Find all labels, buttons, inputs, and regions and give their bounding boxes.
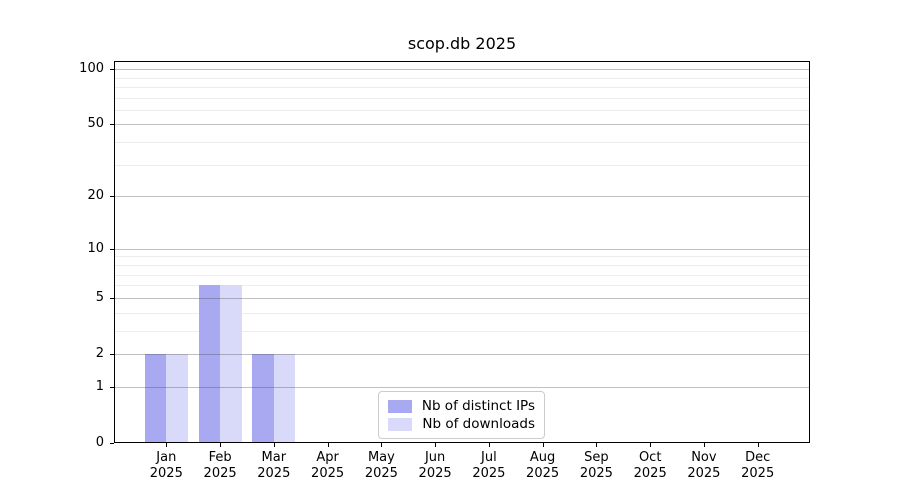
- x-tick: [435, 443, 437, 447]
- x-tick: [542, 443, 544, 447]
- legend-label-distinct-ips: Nb of distinct IPs: [421, 398, 535, 414]
- x-tick-label: Jan 2025: [149, 450, 183, 481]
- y-tick-label: 50: [87, 116, 104, 132]
- y-minor-gridline: [114, 164, 810, 166]
- legend-item-distinct-ips: Nb of distinct IPs: [388, 398, 535, 414]
- x-tick-label: Nov 2025: [687, 450, 721, 481]
- x-tick: [488, 443, 490, 447]
- x-tick: [220, 443, 222, 447]
- y-minor-gridline: [114, 330, 810, 332]
- y-tick-label: 0: [95, 435, 104, 450]
- x-tick: [757, 443, 759, 447]
- legend: Nb of distinct IPs Nb of downloads: [378, 391, 545, 439]
- legend-swatch-distinct-ips: [388, 399, 412, 413]
- y-major-gridline: [114, 124, 810, 126]
- x-tick-label: Dec 2025: [741, 450, 775, 481]
- y-major-gridline: [114, 386, 810, 388]
- x-tick-label: Jul 2025: [472, 450, 506, 481]
- x-tick: [166, 443, 168, 447]
- bar-distinct-ips-mar: [252, 354, 274, 443]
- y-major-gridline: [114, 69, 810, 70]
- x-tick-label: Aug 2025: [526, 450, 560, 481]
- y-tick: [110, 248, 114, 250]
- y-major-gridline: [114, 297, 810, 299]
- x-tick: [381, 443, 383, 447]
- y-minor-gridline: [114, 109, 810, 111]
- y-minor-gridline: [114, 142, 810, 144]
- chart-title: scop.db 2025: [407, 34, 517, 53]
- y-major-gridline: [114, 248, 810, 250]
- y-minor-gridline: [114, 77, 810, 79]
- x-tick: [327, 443, 329, 447]
- y-minor-gridline: [114, 264, 810, 266]
- x-tick-label: Apr 2025: [311, 450, 345, 481]
- y-minor-gridline: [114, 312, 810, 314]
- x-tick: [650, 443, 652, 447]
- bar-downloads-feb: [220, 285, 242, 443]
- x-tick: [596, 443, 598, 447]
- x-tick-label: Sep 2025: [579, 450, 613, 481]
- bar-downloads-jan: [166, 354, 188, 443]
- y-tick: [110, 124, 114, 126]
- y-tick-label: 2: [95, 346, 104, 361]
- y-tick-label: 1: [95, 378, 104, 394]
- y-minor-gridline: [114, 256, 810, 258]
- y-tick: [110, 196, 114, 198]
- y-major-gridline: [114, 196, 810, 198]
- y-tick-label: 5: [95, 289, 104, 305]
- bar-downloads-mar: [273, 354, 296, 443]
- bar-distinct-ips-feb: [198, 285, 221, 443]
- x-tick-label: Mar 2025: [257, 450, 291, 481]
- y-tick: [110, 443, 114, 444]
- x-tick-label: Oct 2025: [633, 450, 667, 481]
- bar-distinct-ips-jan: [144, 354, 167, 443]
- y-tick: [110, 297, 114, 299]
- y-tick-label: 20: [87, 188, 104, 204]
- y-minor-gridline: [114, 86, 810, 88]
- legend-swatch-downloads: [388, 417, 413, 431]
- y-tick: [110, 69, 114, 70]
- y-minor-gridline: [114, 274, 810, 276]
- x-tick-label: Feb 2025: [203, 450, 237, 481]
- y-tick: [110, 354, 114, 355]
- x-tick-label: Jun 2025: [418, 450, 452, 481]
- legend-label-downloads: Nb of downloads: [422, 416, 535, 432]
- legend-item-downloads: Nb of downloads: [388, 416, 535, 432]
- y-tick: [110, 386, 114, 388]
- y-tick-label: 100: [79, 61, 104, 76]
- x-tick: [273, 443, 275, 447]
- y-minor-gridline: [114, 97, 810, 99]
- x-tick: [703, 443, 705, 447]
- y-tick-label: 10: [87, 240, 104, 256]
- y-major-gridline: [114, 354, 810, 355]
- x-tick-label: May 2025: [364, 450, 398, 481]
- y-minor-gridline: [114, 285, 810, 287]
